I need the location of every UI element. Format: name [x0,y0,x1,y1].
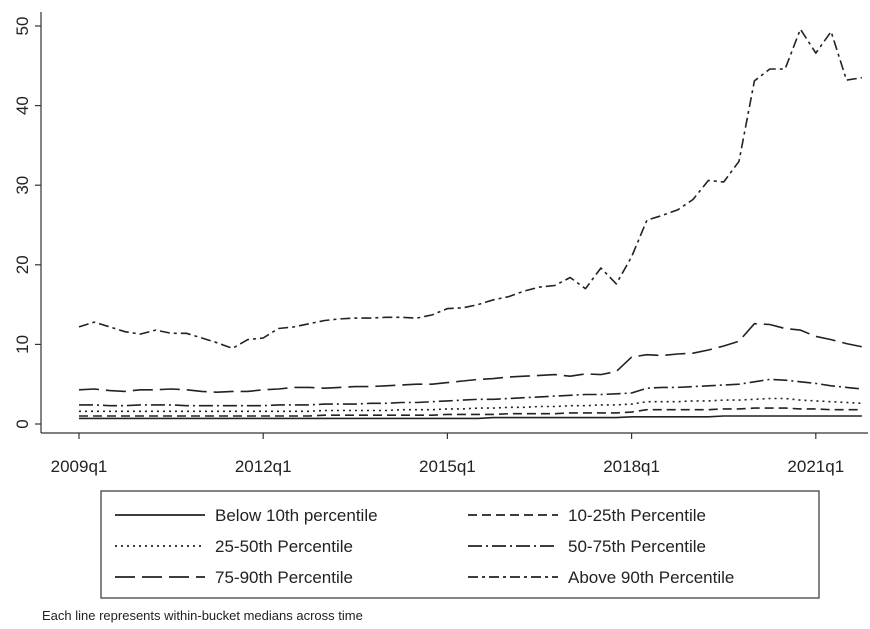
x-tick-label: 2018q1 [603,457,660,476]
legend-label: 50-75th Percentile [568,537,706,556]
x-axis: 2009q1 2012q1 2015q1 2018q1 2021q1 [51,433,844,476]
chart-note: Each line represents within-bucket media… [42,608,363,623]
series-line-6 [78,28,863,350]
legend-label: Below 10th percentile [215,506,378,525]
y-tick-label: 50 [13,17,32,36]
y-axis: 0 10 20 30 40 50 [13,17,41,429]
plot-frame [40,12,868,434]
series-layer [78,28,863,420]
series-line-3 [79,397,862,413]
series-line-1 [79,415,862,420]
y-tick-label: 10 [13,335,32,354]
legend-label: 75-90th Percentile [215,568,353,587]
y-tick-label: 40 [13,96,32,115]
series-line-4 [79,378,862,407]
y-tick-label: 0 [13,419,32,428]
series-line-5 [78,322,863,394]
legend: Below 10th percentile 10-25th Percentile 2… [100,490,820,599]
x-tick-label: 2015q1 [419,457,476,476]
y-tick-label: 30 [13,176,32,195]
series-line-2 [79,407,862,417]
x-tick-label: 2021q1 [787,457,844,476]
legend-label: 25-50th Percentile [215,537,353,556]
legend-label: 10-25th Percentile [568,506,706,525]
x-tick-label: 2012q1 [235,457,292,476]
legend-box [100,490,820,599]
x-tick-label: 2009q1 [51,457,108,476]
y-tick-label: 20 [13,255,32,274]
legend-label: Above 90th Percentile [568,568,734,587]
